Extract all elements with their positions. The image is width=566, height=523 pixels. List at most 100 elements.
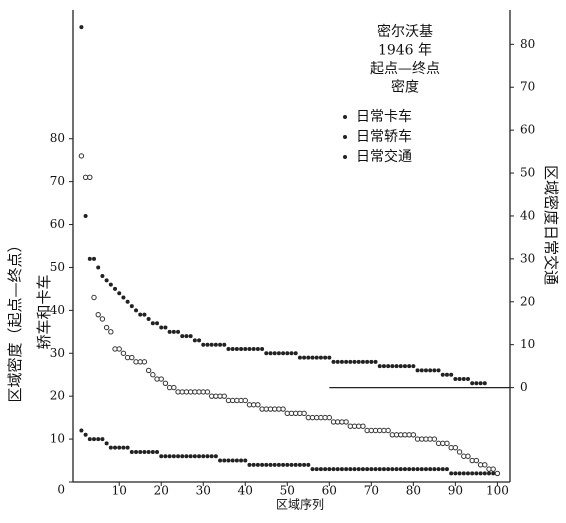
point — [204, 389, 211, 395]
y-axis-label: 轿车和卡车 — [35, 274, 53, 349]
point — [176, 329, 181, 334]
point — [83, 213, 88, 218]
point — [301, 410, 307, 417]
point — [142, 449, 147, 454]
point — [188, 334, 193, 339]
point — [155, 321, 160, 326]
chart-title: 起点—终点 — [370, 61, 440, 77]
point — [201, 454, 206, 459]
point — [260, 462, 265, 467]
point — [251, 462, 256, 467]
point — [78, 153, 85, 159]
point — [415, 368, 420, 373]
y-tick-label: 10 — [50, 432, 65, 446]
point — [87, 437, 92, 442]
point — [163, 325, 168, 330]
point — [465, 377, 470, 382]
point — [470, 471, 475, 476]
point — [491, 471, 496, 476]
point — [360, 359, 365, 364]
point — [293, 351, 298, 356]
y2-tick-label: 30 — [520, 251, 535, 265]
x-tick-label: 60 — [322, 484, 337, 498]
point — [456, 449, 463, 455]
y-tick-label: 0 — [57, 483, 65, 497]
point — [197, 338, 202, 343]
point — [222, 342, 227, 347]
x-axis-label: 区域序列 — [276, 497, 324, 512]
point — [394, 364, 399, 369]
point — [129, 304, 134, 309]
legend-label: 日常卡车 — [356, 108, 412, 125]
y-tick-label: 40 — [50, 303, 65, 317]
point — [221, 393, 227, 399]
point — [297, 462, 302, 467]
point — [129, 449, 134, 454]
point — [352, 467, 357, 472]
point — [343, 419, 349, 425]
point — [145, 367, 152, 374]
point — [474, 381, 479, 386]
point — [314, 355, 319, 360]
point — [87, 174, 93, 181]
point — [428, 467, 433, 472]
point — [138, 312, 143, 317]
legend-marker — [343, 155, 347, 159]
point — [218, 458, 223, 463]
point — [226, 458, 231, 463]
point — [318, 467, 323, 472]
point — [407, 467, 412, 472]
legend-label: 日常轿车 — [356, 128, 412, 145]
point — [494, 470, 501, 477]
point — [318, 355, 323, 360]
point — [377, 364, 382, 369]
y-tick-label: 50 — [50, 260, 65, 274]
point — [386, 364, 391, 369]
point — [432, 368, 437, 373]
point — [410, 432, 417, 438]
point — [449, 372, 454, 377]
point — [171, 454, 176, 459]
point — [268, 351, 273, 356]
point — [390, 364, 395, 369]
point — [306, 462, 311, 467]
point — [470, 381, 475, 386]
point — [218, 342, 223, 347]
point — [113, 445, 118, 450]
point — [453, 377, 458, 382]
point — [419, 467, 424, 472]
point — [360, 467, 365, 472]
y2-tick-label: 0 — [520, 380, 528, 394]
legend-label: 日常交通 — [356, 148, 412, 165]
point — [323, 467, 328, 472]
legend-marker — [343, 135, 347, 139]
point — [365, 467, 370, 472]
point — [352, 359, 357, 364]
point — [247, 462, 252, 467]
point — [444, 467, 449, 472]
point — [381, 467, 386, 472]
point — [473, 457, 480, 464]
point — [444, 440, 450, 447]
point — [83, 432, 88, 437]
x-tick-label: 40 — [238, 484, 253, 498]
point — [180, 334, 185, 339]
point — [222, 458, 227, 463]
point — [461, 377, 466, 382]
point — [440, 372, 445, 377]
point — [146, 316, 151, 321]
point — [104, 278, 109, 283]
point — [121, 445, 126, 450]
point — [285, 462, 290, 467]
chart-title: 1946 年 — [378, 43, 432, 59]
point — [390, 467, 395, 472]
point — [209, 342, 214, 347]
point — [339, 467, 344, 472]
chart-title: 密尔沃基 — [377, 23, 433, 40]
point — [331, 359, 336, 364]
x-tick-label: 70 — [364, 484, 379, 498]
legend-marker — [343, 115, 347, 119]
y2-tick-label: 40 — [520, 208, 535, 222]
point — [428, 368, 433, 373]
